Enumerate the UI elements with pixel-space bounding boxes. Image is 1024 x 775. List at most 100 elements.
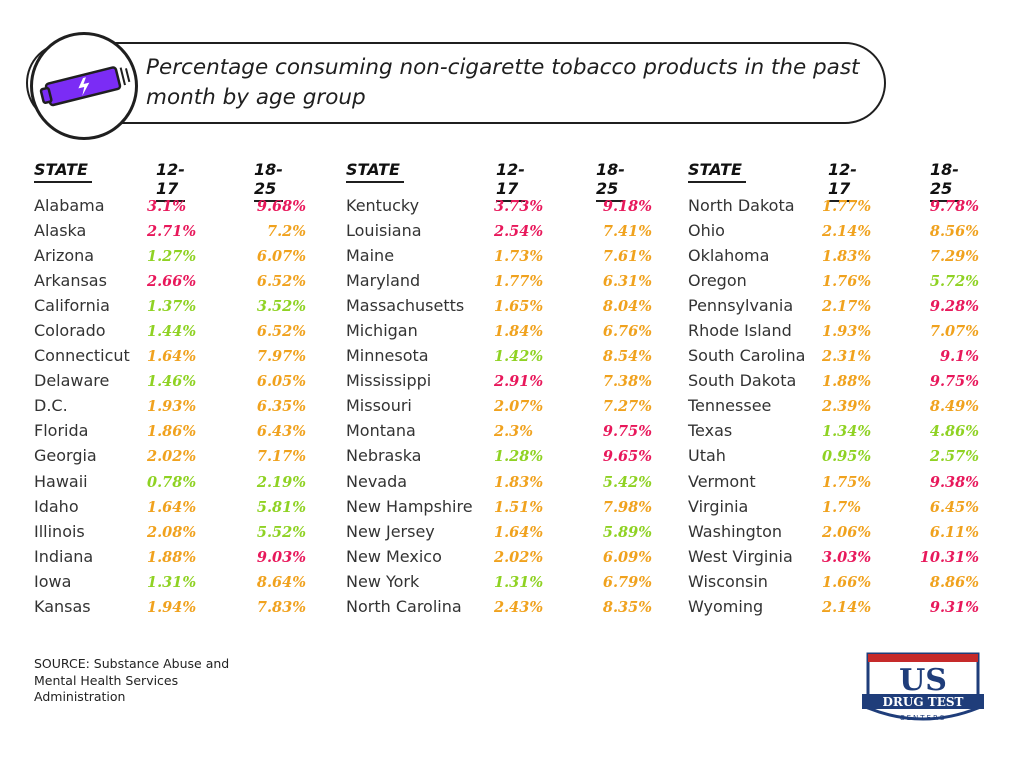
title-banner xyxy=(26,42,886,124)
state-name: Alabama xyxy=(34,196,105,215)
value-18-25: 7.83% xyxy=(256,598,306,616)
header-18-25-label: 18-25 xyxy=(930,160,959,202)
logo-drug-test-text: DRUG TEST xyxy=(883,695,964,709)
value-18-25: 3.52% xyxy=(256,298,306,316)
value-18-25: 6.11% xyxy=(929,523,979,541)
value-18-25: 6.79% xyxy=(602,573,652,591)
value-18-25: 9.68% xyxy=(256,198,306,215)
header-12-17-label: 12-17 xyxy=(828,160,857,202)
value-18-25: 7.38% xyxy=(602,373,652,391)
state-name: Nevada xyxy=(346,471,408,491)
state-name: Delaware xyxy=(34,371,110,391)
value-18-25: 9.03% xyxy=(256,548,306,566)
value-18-25: 9.18% xyxy=(602,198,652,215)
value-18-25: 5.81% xyxy=(256,498,306,516)
value-18-25: 5.52% xyxy=(256,523,306,541)
value-18-25: 8.04% xyxy=(602,298,652,316)
vape-icon xyxy=(39,66,131,107)
value-12-17: 2.17% xyxy=(822,298,872,316)
value-12-17: 1.88% xyxy=(822,373,872,391)
state-name: California xyxy=(34,296,110,316)
state-name: Virginia xyxy=(688,496,749,516)
state-name: Colorado xyxy=(34,321,106,341)
value-12-17: 1.77% xyxy=(822,198,872,215)
value-18-25: 7.29% xyxy=(929,248,979,266)
value-18-25: 9.65% xyxy=(602,448,652,466)
value-12-17: 1.93% xyxy=(147,398,197,416)
header-18-25: 18-25 xyxy=(254,160,283,202)
value-12-17: 1.64% xyxy=(494,523,544,541)
state-name: Illinois xyxy=(34,521,85,541)
state-name: D.C. xyxy=(34,396,68,416)
state-name: Montana xyxy=(346,421,416,441)
value-18-25: 7.98% xyxy=(602,498,652,516)
value-12-17: 1.94% xyxy=(147,598,197,616)
value-12-17: 1.77% xyxy=(494,273,544,291)
state-name: Oregon xyxy=(688,271,747,291)
state-name: North Carolina xyxy=(346,596,462,616)
state-name: Alaska xyxy=(34,221,87,241)
value-18-25: 7.61% xyxy=(602,248,652,266)
source-note: SOURCE: Substance Abuse and Mental Healt… xyxy=(34,656,230,704)
header-state-label: STATE xyxy=(688,160,746,183)
value-12-17: 1.83% xyxy=(822,248,872,266)
value-18-25: 6.76% xyxy=(602,323,652,341)
value-12-17: 2.02% xyxy=(494,548,544,566)
value-12-17: 0.78% xyxy=(147,473,197,491)
header-12-17-label: 12-17 xyxy=(156,160,185,202)
header-18-25: 18-25 xyxy=(596,160,625,202)
state-name: South Carolina xyxy=(688,346,806,366)
state-name: New Mexico xyxy=(346,546,442,566)
header-state: STATE xyxy=(688,160,746,186)
value-18-25: 5.89% xyxy=(602,523,652,541)
state-name: Oklahoma xyxy=(688,246,770,266)
value-18-25: 4.86% xyxy=(929,423,979,441)
value-12-17: 1.73% xyxy=(494,248,544,266)
value-12-17: 1.64% xyxy=(147,498,197,516)
state-name: Tennessee xyxy=(688,396,772,416)
state-name: Michigan xyxy=(346,321,418,341)
logo-us-text: US xyxy=(899,663,947,698)
value-18-25: 10.31% xyxy=(919,548,979,566)
value-12-17: 1.84% xyxy=(494,323,544,341)
value-12-17: 1.31% xyxy=(494,573,544,591)
value-18-25: 5.42% xyxy=(602,473,652,491)
value-12-17: 2.71% xyxy=(147,223,197,241)
value-12-17: 3.73% xyxy=(494,198,544,215)
state-name: Maine xyxy=(346,246,395,266)
state-name: Maryland xyxy=(346,271,421,291)
state-name: West Virginia xyxy=(688,546,793,566)
value-18-25: 8.49% xyxy=(929,398,979,416)
state-name: South Dakota xyxy=(688,371,797,391)
value-18-25: 6.07% xyxy=(256,248,306,266)
value-18-25: 9.38% xyxy=(929,473,979,491)
value-12-17: 1.46% xyxy=(147,373,197,391)
value-18-25: 7.17% xyxy=(256,448,306,466)
state-name: Indiana xyxy=(34,546,94,566)
value-12-17: 2.31% xyxy=(822,348,872,366)
value-12-17: 1.64% xyxy=(147,348,197,366)
value-18-25: 6.45% xyxy=(929,498,979,516)
value-12-17: 1.51% xyxy=(494,498,544,516)
us-drug-test-centers-logo: US DRUG TEST CENTERS xyxy=(858,648,988,730)
value-18-25: 8.86% xyxy=(929,573,979,591)
value-18-25: 6.31% xyxy=(602,273,652,291)
state-name: New York xyxy=(346,571,420,591)
value-12-17: 3.1% xyxy=(147,198,187,215)
header-12-17-label: 12-17 xyxy=(496,160,525,202)
state-name: Vermont xyxy=(688,471,756,491)
value-12-17: 2.43% xyxy=(494,598,544,616)
state-name: Arkansas xyxy=(34,271,107,291)
header-18-25-label: 18-25 xyxy=(596,160,625,202)
state-name: New Hampshire xyxy=(346,496,473,516)
state-name: Utah xyxy=(688,446,726,466)
value-18-25: 7.07% xyxy=(929,323,979,341)
value-12-17: 2.08% xyxy=(147,523,197,541)
value-12-17: 1.66% xyxy=(822,573,872,591)
value-18-25: 6.09% xyxy=(602,548,652,566)
value-12-17: 1.31% xyxy=(147,573,197,591)
value-12-17: 2.02% xyxy=(147,448,197,466)
state-name: Arizona xyxy=(34,246,95,266)
value-12-17: 1.83% xyxy=(494,473,544,491)
header-12-17: 12-17 xyxy=(828,160,857,202)
